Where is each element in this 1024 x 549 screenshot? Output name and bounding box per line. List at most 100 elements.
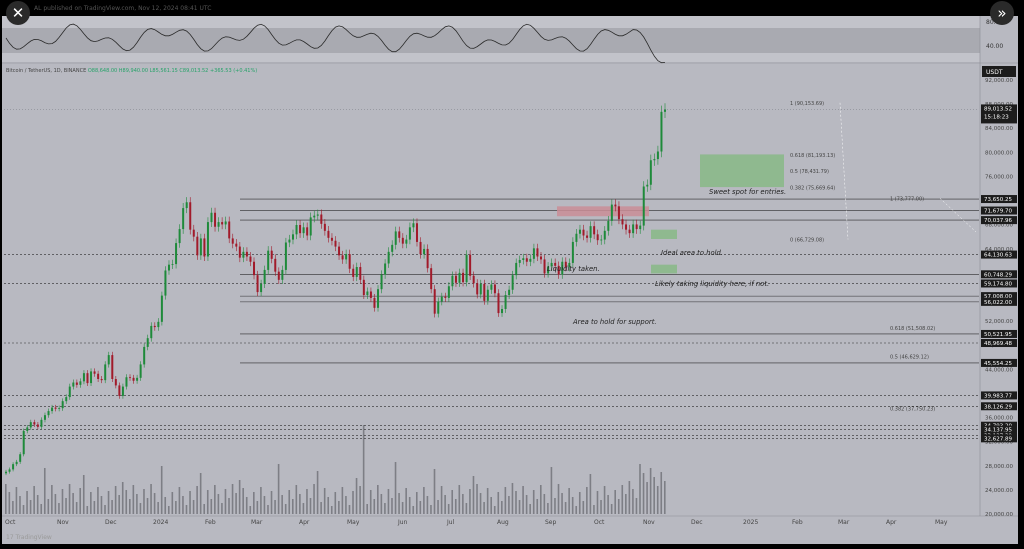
chart-annotation: Area to hold for support. [572, 318, 657, 326]
volume-bar [490, 497, 492, 514]
price-level-tag-label: 71,679.70 [984, 209, 1012, 215]
volume-bar [408, 497, 411, 514]
double-chevron-right-icon[interactable]: » [990, 1, 1014, 25]
volume-bar [320, 502, 322, 514]
volume-bar [139, 503, 142, 514]
candle-body [401, 237, 404, 244]
candle-body [377, 289, 380, 308]
volume-bar [238, 480, 241, 514]
candle-body [327, 230, 330, 238]
volume-bar [309, 498, 312, 514]
volume-bar [547, 503, 549, 514]
candle-body [656, 151, 659, 160]
candle-body [394, 231, 397, 245]
green-zone-entries [700, 154, 784, 188]
price-level-tag-label: 70,037.96 [984, 218, 1012, 224]
time-tick-label: Oct [594, 519, 605, 526]
volume-bar [472, 476, 475, 514]
price-tick-label: 32,000.00 [985, 440, 1013, 446]
price-level-tag-label: 32,627.89 [984, 436, 1012, 442]
candle-body [454, 275, 457, 283]
volume-bar [653, 477, 655, 514]
volume-bar [529, 504, 531, 514]
volume-bar [214, 485, 216, 514]
volume-bar [589, 474, 592, 514]
candle-body [167, 264, 170, 271]
price-level-tag [981, 195, 1017, 204]
volume-bar [189, 491, 191, 514]
volume-bar [501, 501, 503, 514]
candle-body [114, 379, 117, 386]
volume-bar [511, 483, 514, 514]
candle-body [51, 407, 54, 412]
green-zone-hold [651, 229, 677, 239]
volume-bar [302, 503, 305, 514]
candle-body [253, 261, 256, 276]
candle-body [210, 212, 213, 223]
volume-bar [281, 495, 283, 514]
volume-bar [160, 466, 163, 514]
price-level-tag-label: 59,174.80 [984, 281, 1012, 287]
candle-body [203, 238, 206, 257]
green-zone-liquidity [651, 264, 677, 274]
volume-bar [656, 486, 659, 514]
candle-body [621, 219, 624, 225]
volume-bar [532, 490, 535, 514]
countdown-label: 15:18:23 [984, 114, 1009, 120]
volume-bar [483, 502, 485, 514]
candle-body [260, 283, 263, 293]
candle-body [589, 226, 592, 238]
volume-bar [175, 501, 177, 514]
close-icon[interactable]: ✕ [6, 1, 30, 25]
volume-bar [550, 467, 553, 514]
red-zone [557, 206, 649, 217]
rsi-band [2, 28, 980, 53]
time-tick-label: Mar [251, 519, 263, 526]
price-tick-label: 52,000.00 [985, 319, 1013, 325]
candle-body [288, 239, 291, 243]
candle-body [532, 248, 535, 259]
volume-bar [476, 484, 478, 514]
time-tick-label: Dec [105, 519, 117, 526]
candle-body [476, 283, 479, 295]
candle-body [614, 204, 617, 207]
tradingview-logo: 17 TradingView [6, 534, 52, 541]
chart-background [2, 16, 1018, 544]
candle-body [58, 408, 61, 409]
volume-bar [561, 493, 563, 514]
fib-upper-guide [839, 102, 849, 240]
candle-body [111, 355, 114, 379]
candle-body [178, 229, 181, 244]
volume-bar [451, 490, 454, 514]
volume-bar [614, 490, 616, 514]
candle-body [447, 286, 450, 298]
volume-bar [554, 498, 556, 514]
candle-body [522, 258, 525, 260]
volume-bar [398, 493, 400, 514]
candle-body [479, 283, 482, 295]
candle-body [242, 251, 245, 258]
candle-body [36, 424, 39, 427]
time-tick-label: 2025 [743, 519, 758, 526]
candle-body [54, 407, 57, 409]
time-tick-label: Mar [838, 519, 850, 526]
volume-bar [171, 492, 174, 514]
candle-body [437, 301, 440, 314]
volume-bar [196, 486, 198, 514]
volume-bar [295, 485, 298, 514]
volume-bar [377, 485, 379, 514]
volume-bar [352, 491, 354, 514]
candle-body [554, 262, 557, 266]
volume-bar [564, 502, 567, 514]
price-level-tag-label: 64,130.63 [984, 253, 1012, 259]
volume-bar [387, 489, 390, 514]
volume-bar [228, 498, 230, 514]
time-tick-label: Nov [57, 519, 69, 526]
volume-bar [628, 481, 631, 514]
candle-body [586, 235, 589, 238]
time-tick-label: Sep [545, 519, 557, 526]
candle-body [72, 382, 75, 387]
time-tick-label: Apr [299, 519, 310, 526]
volume-bar [132, 485, 135, 514]
candle-body [157, 321, 160, 328]
